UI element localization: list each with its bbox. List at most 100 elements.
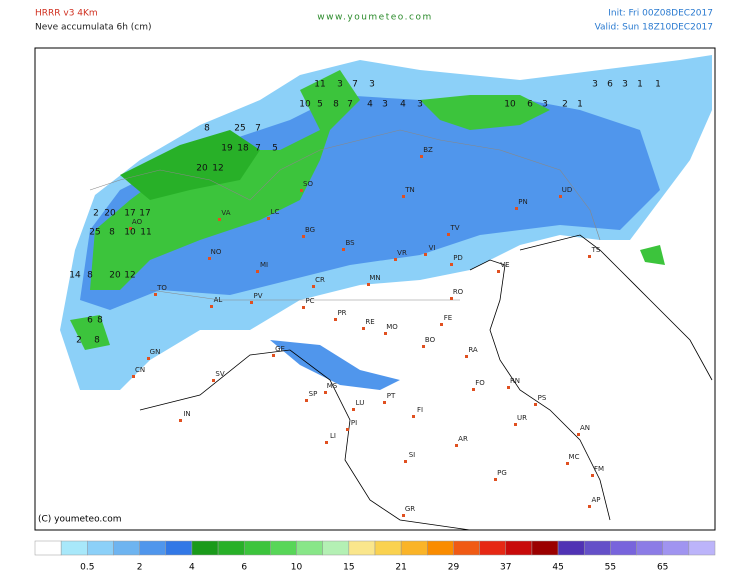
city-dot xyxy=(515,207,518,210)
city-label: UR xyxy=(517,414,527,422)
city-label: MS xyxy=(327,382,338,390)
legend-tick: 45 xyxy=(552,563,563,573)
snow-value: 7 xyxy=(347,100,353,110)
city-label: SO xyxy=(303,180,313,188)
legend-swatch xyxy=(557,540,585,556)
city-label: MC xyxy=(569,453,580,461)
city-label: PD xyxy=(453,254,463,262)
city-label: VE xyxy=(500,261,509,269)
snow-value: 2 xyxy=(93,209,99,219)
snow-value: 3 xyxy=(592,80,598,90)
snow-value: 5 xyxy=(317,100,323,110)
city-label: AN xyxy=(580,424,590,432)
snow-value: 3 xyxy=(337,80,343,90)
snow-value: 7 xyxy=(255,124,261,134)
legend-tick: 4 xyxy=(189,563,195,573)
product: Neve accumulata 6h (cm) xyxy=(35,23,152,33)
city-dot xyxy=(256,270,259,273)
city-dot xyxy=(588,505,591,508)
city-dot xyxy=(402,514,405,517)
city-label: UD xyxy=(562,186,573,194)
snow-value: 8 xyxy=(204,124,210,134)
legend-swatch xyxy=(636,540,663,556)
legend-swatch xyxy=(34,540,62,556)
snow-value: 6 xyxy=(607,80,613,90)
city-label: VI xyxy=(429,244,436,252)
legend-swatch xyxy=(191,540,219,556)
city-dot xyxy=(305,399,308,402)
snow-value: 7 xyxy=(352,80,358,90)
legend-swatch xyxy=(113,540,140,556)
legend-swatch xyxy=(243,540,271,556)
city-label: PN xyxy=(518,198,527,206)
snow-value: 11 xyxy=(140,228,151,238)
city-dot xyxy=(566,462,569,465)
snow-value: 8 xyxy=(97,316,103,326)
snow-value: 8 xyxy=(87,271,93,281)
legend-tick: 37 xyxy=(500,563,511,573)
snow-value: 4 xyxy=(367,100,373,110)
legend-tick: 0.5 xyxy=(80,563,94,573)
city-dot xyxy=(402,195,405,198)
legend-tick: 10 xyxy=(291,563,303,573)
snow-value: 20 xyxy=(196,164,208,174)
city-dot xyxy=(302,306,305,309)
city-dot xyxy=(346,428,349,431)
city-label: PC xyxy=(305,297,314,305)
legend-swatch xyxy=(505,540,533,556)
snow-value: 2 xyxy=(562,100,568,110)
legend-tick: 6 xyxy=(241,563,247,573)
snow-value: 5 xyxy=(272,144,278,154)
legend-swatch xyxy=(87,540,114,556)
city-label: CR xyxy=(315,276,325,284)
city-dot xyxy=(394,258,397,261)
city-label: MO xyxy=(386,323,398,331)
init: Init: Fri 00Z08DEC2017 xyxy=(608,9,713,19)
snow-value: 8 xyxy=(94,336,100,346)
city-dot xyxy=(472,388,475,391)
model: HRRR v3 4Km xyxy=(35,9,98,19)
city-label: BO xyxy=(425,336,436,344)
city-label: GR xyxy=(405,505,415,513)
city-dot xyxy=(588,255,591,258)
city-label: VR xyxy=(397,249,407,257)
city-label: RA xyxy=(468,346,478,354)
city-label: AO xyxy=(132,218,143,226)
region-border xyxy=(149,289,460,301)
legend-swatch xyxy=(322,540,350,556)
tyrrhenian-coast xyxy=(139,349,471,531)
snow-value: 8 xyxy=(109,228,115,238)
legend-swatch xyxy=(427,540,454,556)
city-dot xyxy=(352,408,355,411)
city-label: CN xyxy=(135,366,145,374)
city-dot xyxy=(383,401,386,404)
city-dot xyxy=(334,318,337,321)
city-dot xyxy=(272,354,275,357)
city-label: BG xyxy=(305,226,315,234)
city-dot xyxy=(367,283,370,286)
legend-swatch xyxy=(217,540,245,556)
city-dot xyxy=(300,189,303,192)
legend-swatch xyxy=(165,540,193,556)
city-dot xyxy=(384,332,387,335)
snow-value: 1 xyxy=(637,80,643,90)
snow-value: 3 xyxy=(622,80,628,90)
city-label: LU xyxy=(356,399,365,407)
city-dot xyxy=(422,345,425,348)
city-dot xyxy=(420,155,423,158)
city-dot xyxy=(362,327,365,330)
borders xyxy=(89,129,601,301)
city-dot xyxy=(455,444,458,447)
site: www.youmeteo.com xyxy=(317,13,432,23)
snow-value: 3 xyxy=(382,100,388,110)
city-dot xyxy=(267,217,270,220)
city-label: VA xyxy=(221,209,230,217)
snow-value: 4 xyxy=(400,100,406,110)
snow-value: 8 xyxy=(333,100,339,110)
city-dot xyxy=(147,357,150,360)
snow-value: 10 xyxy=(504,100,516,110)
snow-value: 18 xyxy=(237,144,249,154)
legend-swatch xyxy=(374,540,402,556)
city-label: PV xyxy=(253,292,262,300)
city-dot xyxy=(412,415,415,418)
